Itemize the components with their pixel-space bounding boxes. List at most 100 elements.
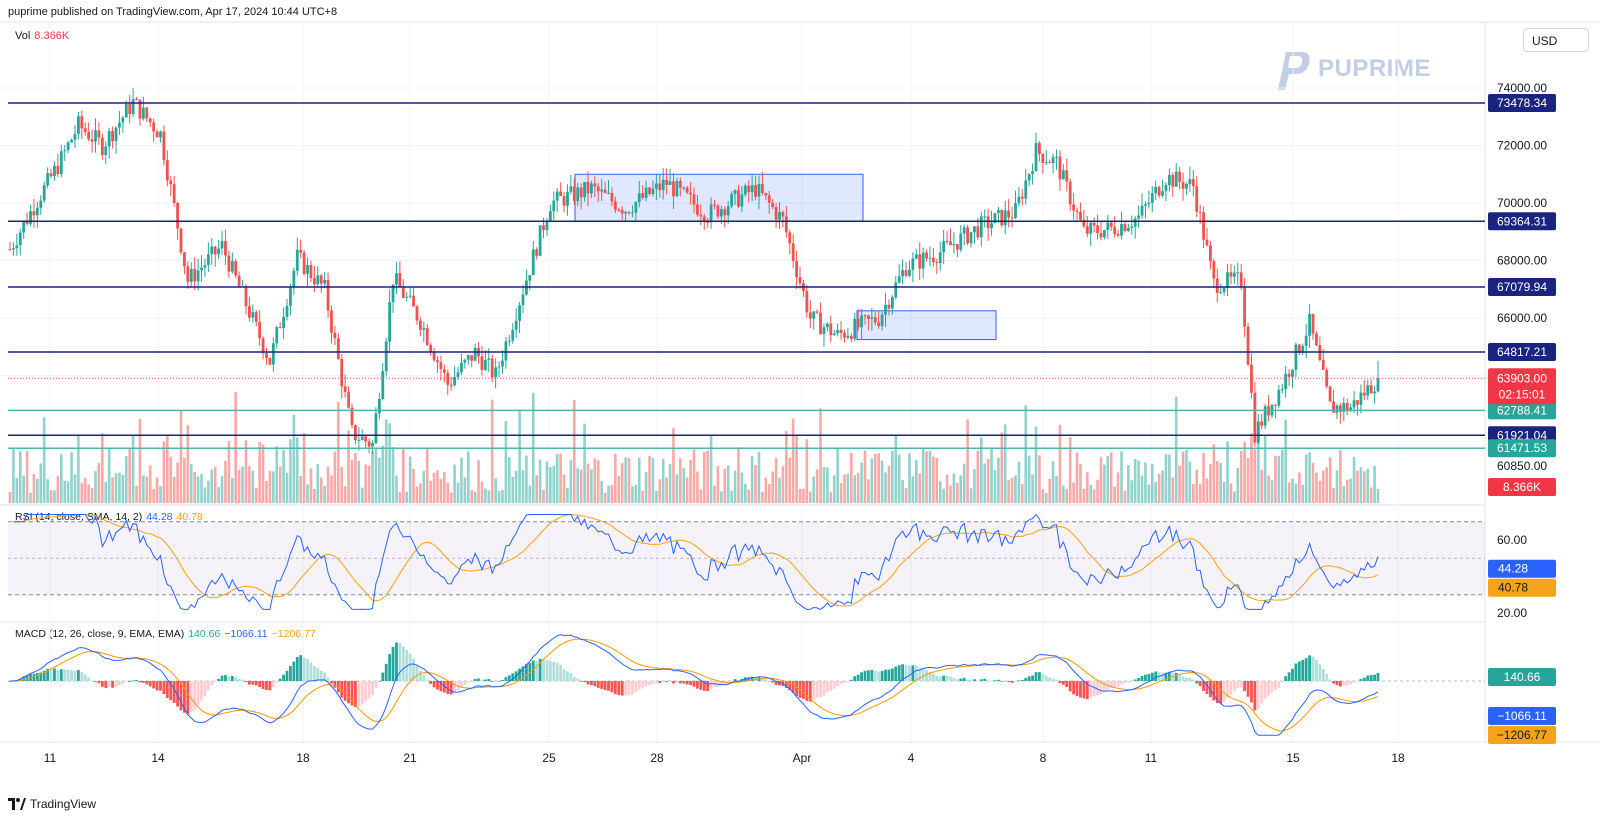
volume-bar (32, 474, 36, 503)
volume-bar (720, 491, 723, 503)
volume-bar (8, 492, 12, 503)
volume-bar (292, 414, 296, 503)
candle-body (87, 132, 91, 140)
volume-bar (709, 434, 713, 503)
candle-body (35, 207, 39, 216)
volume-bar (1027, 455, 1031, 503)
candle-body (955, 244, 959, 250)
candle-body (1031, 171, 1034, 175)
candle-body (258, 321, 262, 339)
candle-body (1236, 272, 1240, 274)
volume-bar (501, 490, 504, 503)
candle-body (1085, 226, 1089, 234)
macd-hist-bar (1171, 673, 1175, 681)
candle-body (740, 194, 744, 207)
macd-hist-bar (897, 665, 901, 681)
volume-bar (1376, 489, 1380, 503)
macd-hist-bar (778, 681, 781, 686)
macd-hist-bar (1048, 677, 1052, 681)
candle-body (665, 179, 669, 185)
candle-body (921, 252, 925, 269)
volume-bar (1065, 488, 1069, 503)
candle-body (350, 407, 354, 426)
volume-bar (80, 482, 84, 503)
volume-bar (863, 450, 867, 503)
volume-bar (846, 473, 850, 503)
candle-body (1058, 156, 1062, 180)
volume-bar (487, 490, 491, 503)
volume-bar (1034, 426, 1038, 503)
volume-bar (241, 466, 244, 503)
candle-body (299, 249, 303, 253)
macd-hist-bar (1205, 681, 1209, 695)
macd-hist-bar (162, 681, 166, 694)
candle-body (97, 130, 101, 138)
volume-bar (1356, 470, 1359, 503)
macd-hist-bar (692, 681, 696, 687)
macd-hist-bar (1109, 681, 1113, 688)
macd-hist-bar (932, 674, 935, 681)
y-tick-label: 74000.00 (1497, 81, 1547, 95)
candle-body (152, 122, 156, 132)
candle-body (658, 183, 662, 191)
macd-hist-bar (446, 681, 450, 695)
candle-body (829, 323, 833, 336)
candle-body (490, 358, 494, 378)
candle-body (730, 194, 734, 207)
volume-bar (1291, 478, 1294, 503)
price-level-badge (1488, 343, 1556, 362)
macd-hist-bar (360, 681, 364, 704)
macd-hist-bar (152, 681, 156, 689)
macd-hist-bar (1116, 681, 1120, 687)
candle-body (849, 335, 853, 340)
macd-hist-bar (600, 681, 604, 689)
macd-hist-bar (521, 666, 525, 681)
candle-body (1256, 421, 1260, 443)
macd-hist-bar (819, 681, 822, 698)
macd-hist-bar (678, 681, 682, 684)
volume-bar (203, 487, 207, 503)
volume-bar (217, 487, 220, 503)
currency-selector[interactable]: USD (1523, 28, 1589, 52)
candle-body (562, 196, 566, 206)
candle-body (148, 118, 152, 123)
rsi-sma-line (13, 513, 1379, 607)
macd-hist-bar (114, 681, 118, 687)
volume-bar (425, 448, 429, 503)
volume-bar (319, 477, 323, 503)
candle-body (220, 241, 224, 249)
macd-hist-bar (244, 681, 248, 683)
candle-body (319, 275, 323, 284)
volume-bar (761, 491, 764, 503)
volume-bar (1144, 462, 1147, 503)
candle-body (743, 185, 747, 195)
candle-body (1239, 272, 1243, 287)
volume-bar (302, 433, 306, 503)
candle-body (172, 184, 176, 203)
candle-body (66, 142, 70, 151)
macd-hist-bar (839, 681, 843, 685)
macd-hist-bar (867, 670, 870, 681)
macd-hist-bar (460, 681, 463, 688)
macd-hist-bar (94, 681, 97, 682)
volume-bar (856, 472, 860, 503)
candle-body (268, 357, 272, 365)
macd-hist-bar (261, 681, 265, 690)
volume-bar (740, 472, 744, 503)
macd-histogram (8, 642, 1380, 715)
candle-body (442, 369, 446, 373)
macd-hist-bar (607, 681, 610, 691)
candle-body (432, 351, 436, 361)
price-level-badge (1488, 401, 1556, 420)
y-tick-label: 70000.00 (1497, 196, 1547, 210)
candle-body (1126, 227, 1130, 232)
macd-hist-bar (1178, 674, 1182, 681)
price-level-label: 69364.31 (1497, 214, 1547, 228)
volume-bar (213, 466, 217, 503)
macd-hist-bar (148, 681, 152, 687)
macd-hist-bar (183, 681, 186, 713)
volume-bar (1298, 472, 1301, 503)
volume-legend-value: 8.366K (34, 30, 70, 42)
volume-bar (911, 476, 915, 503)
